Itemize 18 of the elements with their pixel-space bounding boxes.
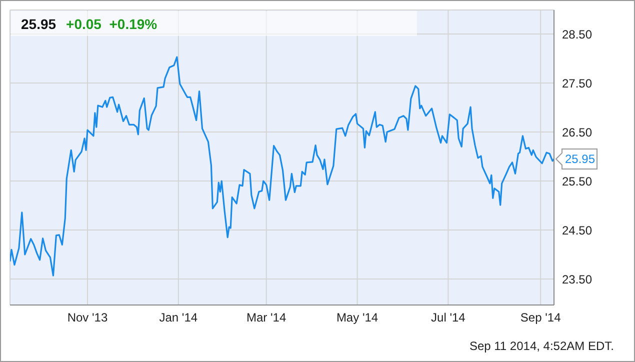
x-tick-label: Jan '14 xyxy=(159,310,198,325)
y-tick-label: 28.50 xyxy=(562,27,592,42)
x-tick-label: May '14 xyxy=(336,310,378,325)
chart-title: 25.95 xyxy=(21,16,56,32)
annotation: 25.95 xyxy=(565,152,596,166)
y-tick-label: 23.50 xyxy=(562,272,592,286)
x-tick-label: Mar '14 xyxy=(246,310,286,325)
x-tick-label: Nov '13 xyxy=(67,310,108,325)
y-tick-label: 26.50 xyxy=(562,125,592,140)
y-tick-label: 24.50 xyxy=(562,223,592,238)
header-panel: 25.95 +0.05 +0.19% xyxy=(11,11,417,36)
line-series xyxy=(10,56,554,276)
y-tick-label: 25.50 xyxy=(562,174,592,188)
x-tick-label: Jul '14 xyxy=(431,310,466,325)
x-tick-label: Sep '14 xyxy=(520,310,562,325)
text: Sep 11 2014, 4:52AM EDT. xyxy=(469,339,614,353)
chart-subtitle: +0.05 +0.19% xyxy=(66,16,158,32)
y-tick-label: 27.50 xyxy=(562,76,592,90)
